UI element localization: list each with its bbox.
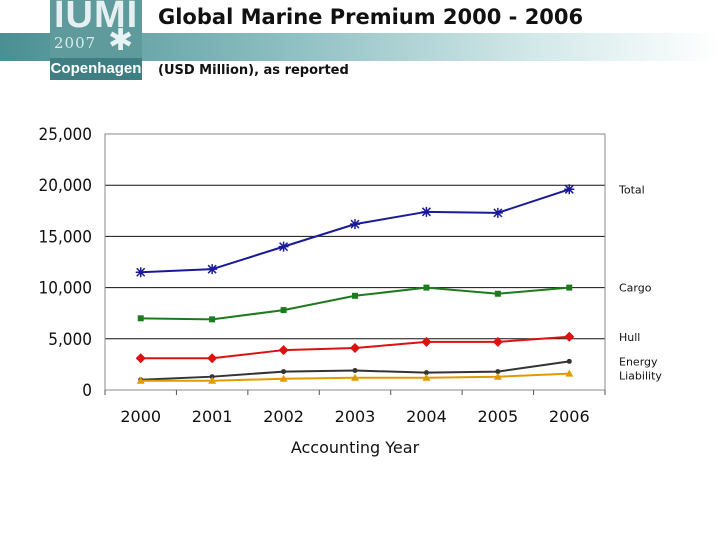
data-point bbox=[208, 376, 217, 384]
series-label: Cargo bbox=[619, 282, 652, 295]
page-subtitle: (USD Million), as reported bbox=[158, 63, 349, 78]
data-point bbox=[565, 369, 574, 377]
page-title: Global Marine Premium 2000 - 2006 bbox=[158, 5, 584, 29]
data-point bbox=[422, 373, 431, 381]
compass-star-icon: ✱ bbox=[108, 23, 134, 58]
series-label: Energy bbox=[619, 355, 658, 368]
data-point bbox=[281, 369, 287, 375]
data-point bbox=[423, 284, 430, 291]
logo-year: 2007 bbox=[54, 34, 97, 52]
data-point bbox=[278, 345, 289, 356]
data-point bbox=[137, 315, 144, 322]
data-point bbox=[207, 264, 218, 275]
x-tick-label: 2006 bbox=[549, 407, 590, 426]
y-tick-label: 15,000 bbox=[39, 227, 93, 247]
series-energy bbox=[138, 358, 572, 383]
data-point bbox=[566, 284, 573, 291]
data-point bbox=[351, 373, 359, 381]
data-point bbox=[209, 374, 215, 380]
data-point bbox=[492, 336, 503, 347]
y-tick-label: 0 bbox=[82, 381, 92, 401]
data-point bbox=[564, 184, 575, 195]
series-label: Total bbox=[618, 183, 645, 196]
axes: 0 5,000 10,000 15,000 20,000 25,000 2000 2001 20… bbox=[39, 125, 606, 426]
series-cargo bbox=[137, 284, 573, 323]
data-point bbox=[350, 343, 360, 354]
data-point bbox=[421, 206, 432, 217]
x-tick-label: 2003 bbox=[335, 407, 376, 426]
data-point bbox=[423, 370, 429, 376]
gridlines bbox=[105, 184, 605, 340]
x-tick-label: 2001 bbox=[192, 407, 233, 426]
data-point bbox=[352, 368, 358, 374]
iumi-logo: IUMI 2007 ✱ Copenhagen bbox=[50, 0, 142, 80]
data-point bbox=[566, 358, 572, 364]
series bbox=[135, 184, 575, 384]
data-point bbox=[350, 219, 360, 230]
data-point bbox=[280, 307, 287, 314]
data-point bbox=[352, 292, 358, 299]
series-hull bbox=[135, 331, 575, 364]
y-tick-label: 20,000 bbox=[39, 176, 93, 196]
x-tick-label: 2004 bbox=[406, 407, 447, 426]
series-label: Liability bbox=[619, 369, 662, 382]
y-tick-label: 5,000 bbox=[48, 330, 92, 350]
data-point bbox=[495, 369, 501, 375]
data-point bbox=[492, 207, 503, 218]
x-tick-label: 2000 bbox=[120, 407, 161, 426]
data-point bbox=[494, 290, 501, 297]
x-tick-label: 2002 bbox=[263, 407, 304, 426]
logo-brand: IUMI bbox=[54, 0, 139, 36]
data-point bbox=[564, 331, 575, 342]
series-line bbox=[140, 286, 570, 321]
x-tick-label: 2005 bbox=[477, 407, 518, 426]
data-point bbox=[136, 376, 145, 384]
series-liability bbox=[136, 369, 574, 384]
data-point bbox=[278, 241, 289, 252]
y-tick-label: 25,000 bbox=[39, 125, 93, 145]
data-point bbox=[207, 353, 218, 364]
data-point bbox=[135, 267, 146, 278]
data-point bbox=[279, 374, 288, 382]
data-point bbox=[135, 353, 146, 364]
data-point bbox=[493, 372, 502, 380]
plot-area bbox=[104, 133, 606, 391]
series-line bbox=[140, 188, 570, 274]
x-axis-label: Accounting Year bbox=[291, 438, 420, 457]
series-total bbox=[135, 184, 575, 278]
y-tick-label: 10,000 bbox=[39, 279, 93, 299]
data-point bbox=[421, 336, 432, 347]
logo-city: Copenhagen bbox=[50, 58, 142, 80]
data-point bbox=[209, 316, 216, 323]
series-label: Hull bbox=[619, 331, 640, 344]
